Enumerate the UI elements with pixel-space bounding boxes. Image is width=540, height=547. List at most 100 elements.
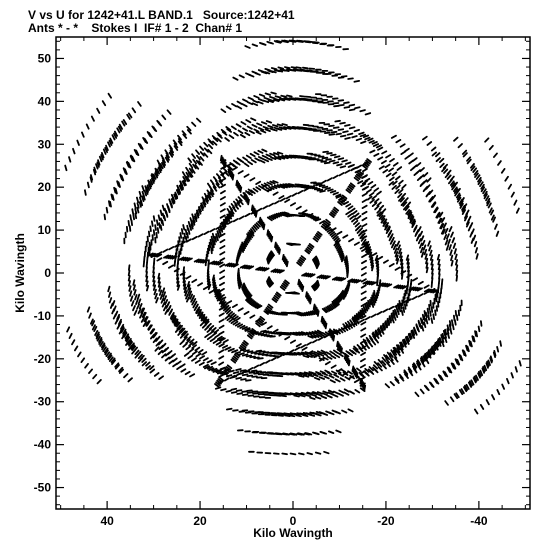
uv-sample bbox=[455, 358, 459, 365]
uv-sample bbox=[207, 192, 212, 199]
uv-sample bbox=[377, 327, 382, 334]
uv-sample bbox=[219, 154, 223, 162]
uv-sample bbox=[110, 193, 114, 201]
uv-sample bbox=[430, 146, 437, 152]
uv-sample bbox=[410, 329, 415, 337]
uv-sample bbox=[371, 264, 375, 272]
uv-sample bbox=[216, 230, 220, 237]
uv-sample bbox=[111, 308, 115, 315]
uv-sample bbox=[295, 414, 302, 418]
uv-sample bbox=[347, 323, 354, 329]
uv-sample bbox=[442, 329, 447, 337]
uv-sample bbox=[381, 360, 387, 366]
uv-sample bbox=[330, 354, 337, 360]
uv-sample bbox=[145, 361, 151, 367]
uv-sample bbox=[187, 354, 194, 360]
uv-sample bbox=[164, 298, 169, 306]
uv-sample bbox=[206, 335, 213, 341]
uv-sample bbox=[262, 223, 266, 231]
uv-sample bbox=[438, 268, 441, 275]
uv-sample bbox=[337, 372, 344, 377]
uv-sample bbox=[219, 371, 227, 375]
uv-sample bbox=[494, 223, 498, 230]
uv-sample bbox=[238, 247, 242, 254]
uv-sample bbox=[252, 302, 258, 307]
uv-sample bbox=[158, 285, 162, 292]
uv-sample bbox=[371, 201, 378, 208]
x-tick-label: 40 bbox=[100, 514, 114, 528]
uv-sample bbox=[468, 380, 473, 387]
uv-sample bbox=[92, 168, 97, 176]
uv-sample bbox=[339, 134, 347, 138]
uv-sample bbox=[211, 367, 218, 372]
uv-sample bbox=[381, 150, 388, 155]
uv-sample bbox=[359, 357, 366, 363]
uv-sample bbox=[91, 324, 96, 331]
uv-sample bbox=[373, 187, 380, 193]
uv-sample bbox=[122, 167, 127, 174]
uv-sample bbox=[193, 305, 199, 312]
uv-sample bbox=[294, 346, 301, 351]
uv-sample bbox=[449, 180, 455, 187]
uv-sample bbox=[343, 391, 350, 396]
uv-sample bbox=[331, 370, 338, 375]
uv-sample bbox=[227, 213, 233, 220]
uv-sample bbox=[381, 282, 389, 288]
uv-sample bbox=[241, 373, 249, 377]
uv-sample bbox=[318, 274, 325, 279]
uv-sample bbox=[349, 215, 355, 220]
uv-sample bbox=[108, 139, 113, 146]
uv-sample bbox=[281, 452, 288, 456]
uv-sample bbox=[182, 179, 187, 186]
uv-sample bbox=[228, 262, 235, 268]
uv-sample bbox=[382, 259, 389, 264]
uv-sample bbox=[327, 188, 334, 192]
uv-sample bbox=[278, 195, 285, 200]
uv-sample bbox=[375, 260, 380, 268]
uv-sample bbox=[349, 182, 356, 188]
uv-sample bbox=[231, 349, 238, 354]
uv-sample bbox=[313, 353, 320, 359]
uv-sample bbox=[382, 221, 388, 227]
uv-sample bbox=[155, 335, 161, 342]
uv-sample bbox=[185, 293, 189, 300]
uv-sample bbox=[289, 452, 297, 456]
uv-sample bbox=[474, 172, 479, 179]
uv-sample bbox=[220, 177, 227, 182]
uv-sample bbox=[423, 290, 430, 295]
uv-sample bbox=[407, 366, 413, 373]
uv-sample bbox=[226, 316, 233, 322]
uv-sample bbox=[245, 190, 251, 196]
uv-sample bbox=[230, 391, 238, 394]
uv-sample bbox=[282, 156, 289, 160]
uv-sample bbox=[127, 280, 132, 287]
uv-sample bbox=[288, 392, 296, 396]
uv-sample bbox=[180, 228, 184, 235]
uv-sample bbox=[303, 272, 310, 277]
uv-sample bbox=[131, 345, 137, 352]
uv-sample bbox=[298, 374, 305, 378]
uv-sample bbox=[398, 188, 404, 194]
uv-sample bbox=[218, 349, 225, 354]
uv-sample bbox=[219, 238, 226, 244]
uv-sample bbox=[236, 181, 240, 188]
uv-sample bbox=[228, 369, 235, 373]
uv-sample bbox=[289, 339, 297, 344]
uv-sample bbox=[231, 163, 238, 169]
uv-sample bbox=[178, 256, 185, 261]
uv-sample bbox=[291, 333, 299, 336]
uv-sample bbox=[326, 152, 333, 155]
uv-sample bbox=[298, 352, 305, 356]
uv-sample bbox=[147, 230, 151, 238]
uv-sample bbox=[264, 92, 272, 96]
uv-sample bbox=[267, 303, 274, 309]
uv-sample bbox=[263, 334, 271, 337]
uv-sample bbox=[311, 339, 318, 344]
uv-sample bbox=[358, 318, 365, 323]
uv-sample bbox=[318, 352, 325, 357]
uv-sample bbox=[410, 286, 417, 291]
uv-sample bbox=[246, 293, 252, 299]
uv-sample bbox=[244, 239, 249, 246]
uv-sample bbox=[161, 342, 167, 349]
uv-sample bbox=[405, 209, 411, 215]
